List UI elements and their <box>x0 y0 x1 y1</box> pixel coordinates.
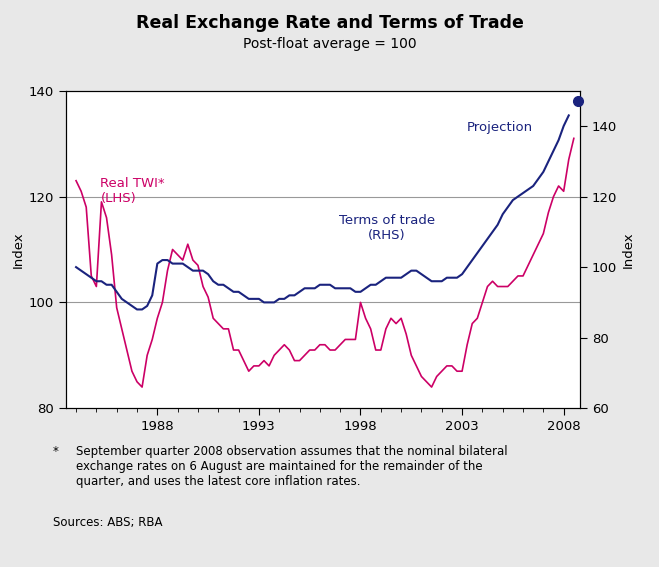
Text: *: * <box>53 445 59 458</box>
Text: Real TWI*
(LHS): Real TWI* (LHS) <box>100 177 165 205</box>
Y-axis label: Index: Index <box>621 231 634 268</box>
Text: September quarter 2008 observation assumes that the nominal bilateral
exchange r: September quarter 2008 observation assum… <box>76 445 507 488</box>
Text: Sources: ABS; RBA: Sources: ABS; RBA <box>53 516 162 529</box>
Y-axis label: Index: Index <box>12 231 24 268</box>
Text: Projection: Projection <box>467 121 533 134</box>
Text: Real Exchange Rate and Terms of Trade: Real Exchange Rate and Terms of Trade <box>136 14 523 32</box>
Text: Post-float average = 100: Post-float average = 100 <box>243 37 416 51</box>
Text: Terms of trade
(RHS): Terms of trade (RHS) <box>339 214 435 242</box>
